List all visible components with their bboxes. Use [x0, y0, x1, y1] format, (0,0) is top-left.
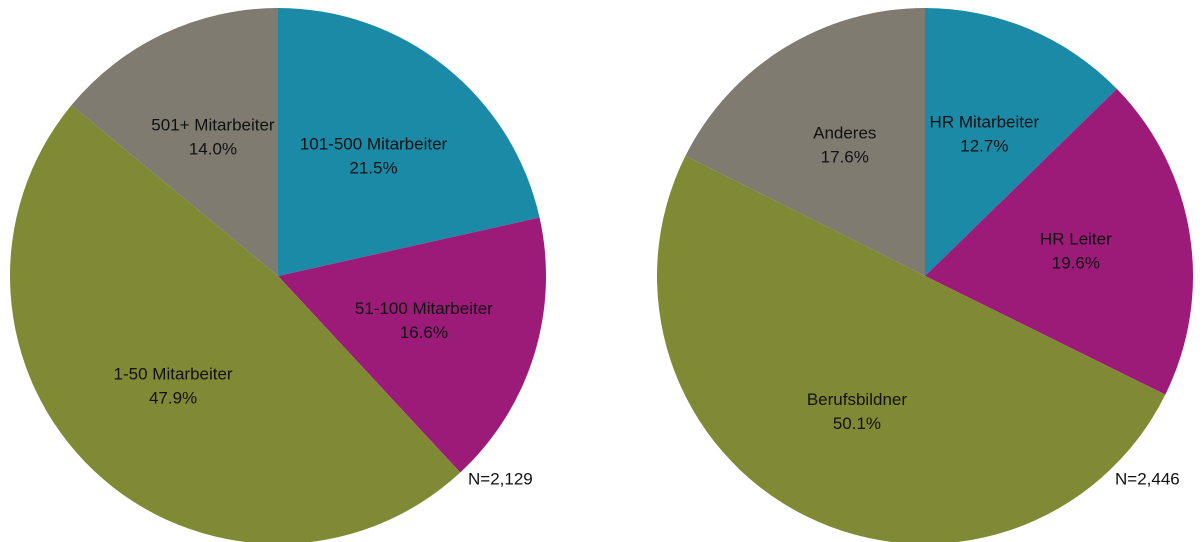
slice-label: HR Leiter	[1040, 230, 1112, 249]
slice-label: Anderes	[813, 123, 876, 142]
pie-slice	[10, 105, 461, 542]
slice-value-label: 12.7%	[960, 137, 1008, 156]
slice-value-label: 19.6%	[1052, 254, 1100, 273]
slice-label: 501+ Mitarbeiter	[151, 115, 275, 134]
sample-size: N=2,446	[1115, 469, 1180, 488]
slice-label: 51-100 Mitarbeiter	[355, 299, 493, 318]
slice-label: HR Mitarbeiter	[930, 113, 1040, 132]
slice-value-label: 50.1%	[833, 414, 881, 433]
slice-value-label: 21.5%	[349, 158, 397, 177]
slice-label: Berufsbildner	[807, 390, 908, 409]
sample-size: N=2,129	[468, 469, 533, 488]
pie-slice	[656, 155, 1166, 542]
pie-slice	[685, 8, 925, 276]
pie-slice	[925, 88, 1193, 395]
slice-label: 1-50 Mitarbeiter	[114, 365, 233, 384]
slice-value-label: 16.6%	[400, 323, 448, 342]
pie-slice	[278, 217, 546, 473]
slice-label: 101-500 Mitarbeiter	[300, 134, 448, 153]
slice-value-label: 47.9%	[149, 389, 197, 408]
slice-value-label: 14.0%	[189, 139, 237, 158]
pie-slice	[925, 8, 1117, 276]
slice-value-label: 17.6%	[821, 147, 869, 166]
pie-slice	[278, 8, 540, 276]
pie-slice	[71, 8, 279, 276]
